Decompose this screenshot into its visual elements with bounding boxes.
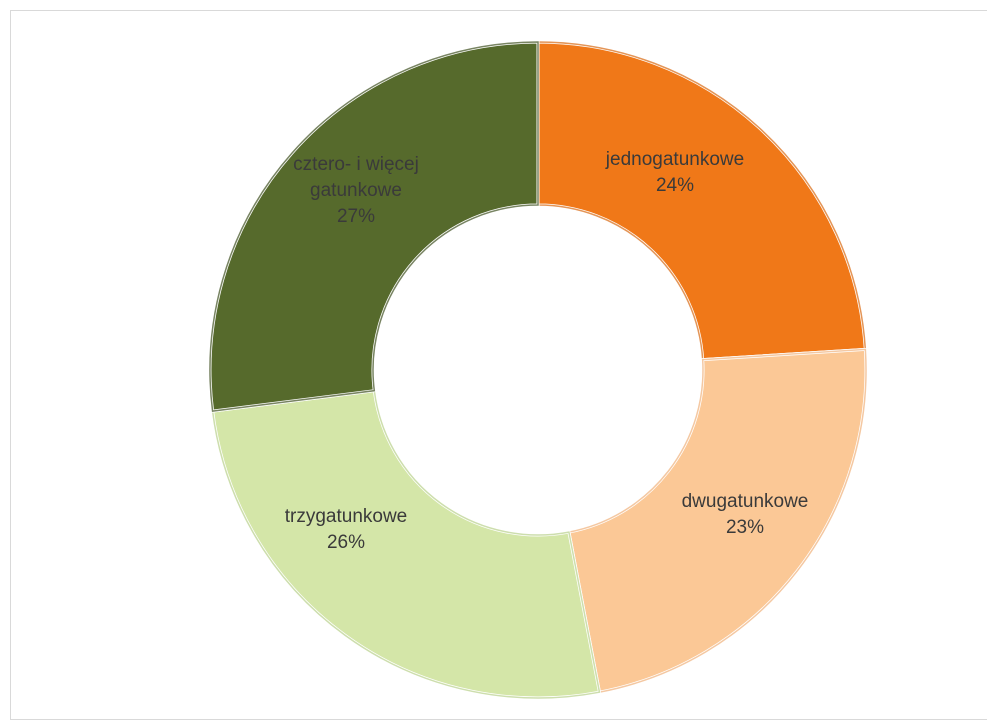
slice-category-3: trzygatunkowe <box>285 506 408 527</box>
donut-slices <box>208 40 868 700</box>
slice-label-1: jednogatunkowe 24% <box>605 149 744 196</box>
donut-slice-edge-2 <box>568 348 867 694</box>
slice-category-4: gatunkowe <box>310 180 402 201</box>
slice-category-1: jednogatunkowe <box>605 149 744 170</box>
donut-slice-3 <box>210 389 602 700</box>
slice-label-4: cztero- i więcej gatunkowe 27% <box>293 154 419 227</box>
donut-slice-edge-3 <box>211 389 601 699</box>
slice-value-3: 26% <box>327 532 365 553</box>
slice-label-2: dwugatunkowe 23% <box>682 491 809 538</box>
donut-slice-2 <box>567 347 868 694</box>
donut-slice-1 <box>536 40 867 362</box>
slice-value-4: 27% <box>337 206 375 227</box>
slice-value-1: 24% <box>656 175 694 196</box>
donut-slice-edge-4 <box>209 41 539 412</box>
slice-category-4: cztero- i więcej <box>293 154 419 175</box>
donut-labels: jednogatunkowe 24% dwugatunkowe 23% trzygatu… <box>285 149 809 553</box>
slice-category-2: dwugatunkowe <box>682 491 809 512</box>
donut-slice-edge-1 <box>537 41 867 361</box>
slice-label-3: trzygatunkowe 26% <box>285 506 408 553</box>
slice-value-2: 23% <box>726 517 764 538</box>
